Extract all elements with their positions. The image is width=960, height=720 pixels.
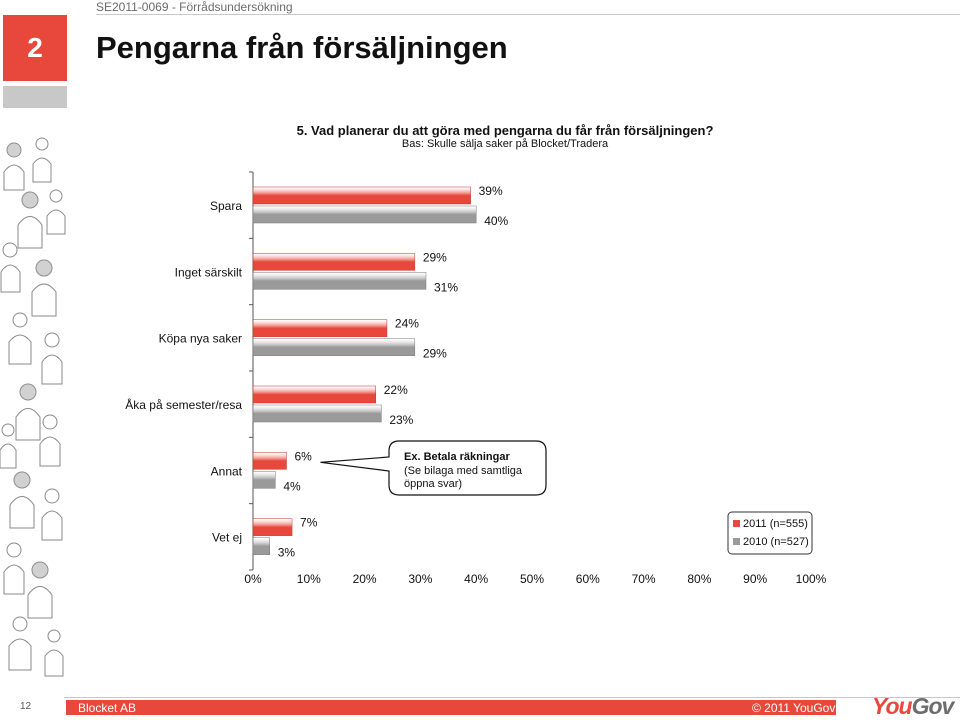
- legend-box: [727, 511, 813, 555]
- header-divider: [96, 14, 960, 15]
- data-label: 40%: [484, 214, 508, 228]
- data-label: 22%: [384, 383, 408, 397]
- legend-label: 2010 (n=527): [743, 536, 809, 548]
- section-badge-shade: [3, 86, 67, 108]
- category-label: Köpa nya saker: [159, 332, 242, 346]
- bar-2010: [252, 272, 427, 290]
- crowd-illustration: [0, 137, 66, 677]
- callout-text: (Se bilaga med samtliga: [404, 465, 523, 477]
- data-label: 29%: [423, 250, 447, 264]
- bar-2010: [252, 338, 416, 356]
- category-label: Annat: [211, 464, 243, 478]
- category-label: Spara: [210, 199, 242, 213]
- category-label: Åka på semester/resa: [125, 397, 242, 412]
- legend-swatch: [733, 520, 740, 527]
- data-label: 23%: [389, 413, 413, 427]
- bar-2010: [252, 537, 270, 555]
- footer-bar: [66, 700, 836, 715]
- callout-text: öppna svar): [404, 478, 462, 490]
- bar-2011: [252, 518, 293, 536]
- callout-box: [320, 440, 547, 496]
- footer-divider: [64, 697, 960, 698]
- chart-subtitle: Bas: Skulle sälja saker på Blocket/Trade…: [401, 138, 609, 150]
- x-tick-label: 10%: [297, 572, 321, 586]
- bar-2011: [252, 452, 287, 470]
- footer-copyright: © 2011 YouGov: [752, 701, 836, 715]
- x-tick-label: 80%: [687, 572, 711, 586]
- data-label: 31%: [434, 280, 458, 294]
- x-tick-label: 40%: [464, 572, 488, 586]
- x-tick-label: 70%: [632, 572, 656, 586]
- x-tick-label: 60%: [576, 572, 600, 586]
- x-tick-label: 50%: [520, 572, 544, 586]
- data-label: 6%: [294, 449, 312, 463]
- bar-2011: [252, 253, 416, 271]
- data-label: 24%: [395, 317, 419, 331]
- bar-2010: [252, 205, 477, 224]
- section-number-badge: 2: [3, 15, 67, 81]
- data-label: 39%: [479, 184, 503, 198]
- x-tick-label: 0%: [244, 572, 262, 586]
- footer-client: Blocket AB: [78, 701, 137, 715]
- data-label: 7%: [300, 516, 318, 530]
- callout-title: Ex. Betala räkningar: [404, 451, 510, 463]
- survey-id: SE2011-0069 - Förrådsundersökning: [96, 0, 293, 14]
- legend-label: 2011 (n=555): [743, 518, 808, 530]
- bar-2010: [252, 404, 382, 423]
- legend-swatch: [733, 538, 740, 545]
- page-number: 12: [20, 701, 32, 712]
- x-tick-label: 30%: [408, 572, 432, 586]
- bar-2011: [252, 385, 377, 404]
- data-label: 29%: [423, 347, 447, 361]
- x-tick-label: 100%: [796, 572, 827, 586]
- category-label: Vet ej: [212, 531, 242, 545]
- bar-2011: [252, 319, 388, 337]
- x-tick-label: 20%: [353, 572, 377, 586]
- bar-2011: [252, 186, 471, 205]
- bar-2010: [252, 471, 276, 489]
- data-label: 4%: [283, 479, 301, 493]
- yougov-logo: YouGov: [872, 693, 954, 719]
- data-label: 3%: [278, 546, 296, 560]
- x-tick-label: 90%: [743, 572, 767, 586]
- page-title: Pengarna från försäljningen: [96, 30, 508, 65]
- chart-title: 5. Vad planerar du att göra med pengarna…: [296, 123, 714, 138]
- category-label: Inget särskilt: [175, 265, 243, 279]
